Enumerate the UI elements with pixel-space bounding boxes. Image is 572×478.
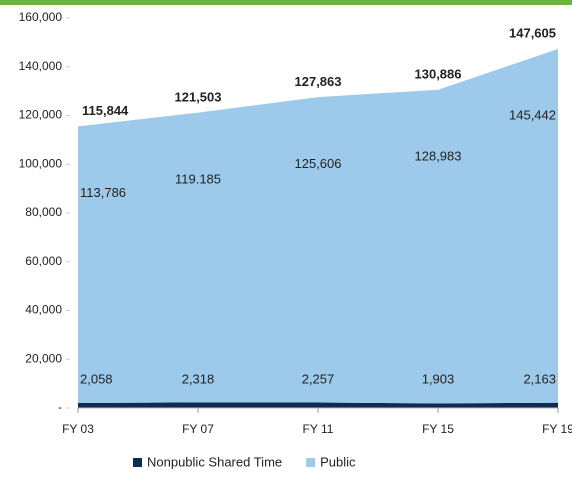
data-label: 113,786 xyxy=(80,185,126,200)
total-label: 127,863 xyxy=(295,74,342,89)
y-tick-label: 40,000 xyxy=(25,303,62,317)
legend-swatch xyxy=(306,458,316,467)
data-label: 128,983 xyxy=(415,148,462,163)
x-tick-label: FY 03 xyxy=(62,422,94,436)
total-label: 121,503 xyxy=(175,89,222,104)
x-tick-label: FY 11 xyxy=(303,422,334,436)
data-label: 2,257 xyxy=(302,371,335,386)
y-tick-label: 100,000 xyxy=(19,156,63,170)
y-tick-label: - xyxy=(58,400,62,414)
y-tick-label: 60,000 xyxy=(25,254,62,268)
data-label: 145,442 xyxy=(509,108,556,123)
total-label: 130,886 xyxy=(415,66,462,81)
x-tick-label: FY 15 xyxy=(422,422,454,436)
data-label: 119.185 xyxy=(175,171,221,186)
y-tick-label: 80,000 xyxy=(25,205,62,219)
y-tick-label: 20,000 xyxy=(25,351,62,365)
data-label: 2,318 xyxy=(182,371,215,386)
area xyxy=(78,402,558,408)
total-label: 147,605 xyxy=(509,26,556,41)
data-label: 2,163 xyxy=(523,371,556,386)
legend-label: Nonpublic Shared Time xyxy=(147,454,282,469)
area xyxy=(78,48,558,404)
legend-label: Public xyxy=(320,454,356,469)
legend: Nonpublic Shared Time Public xyxy=(133,454,356,469)
x-tick-label: FY 19 xyxy=(542,422,572,436)
x-tick-label: FY 07 xyxy=(182,422,214,436)
area-edge xyxy=(77,47,559,127)
y-tick-label: 140,000 xyxy=(19,59,63,73)
data-label: 2,058 xyxy=(80,371,113,386)
top-bar xyxy=(0,0,572,5)
total-label: 115,844 xyxy=(82,103,129,118)
legend-swatch xyxy=(133,458,142,467)
data-label: 1,903 xyxy=(422,371,455,386)
data-label: 125,606 xyxy=(295,156,342,171)
y-tick-label: 160,000 xyxy=(19,10,63,24)
y-tick-label: 120,000 xyxy=(19,108,63,122)
